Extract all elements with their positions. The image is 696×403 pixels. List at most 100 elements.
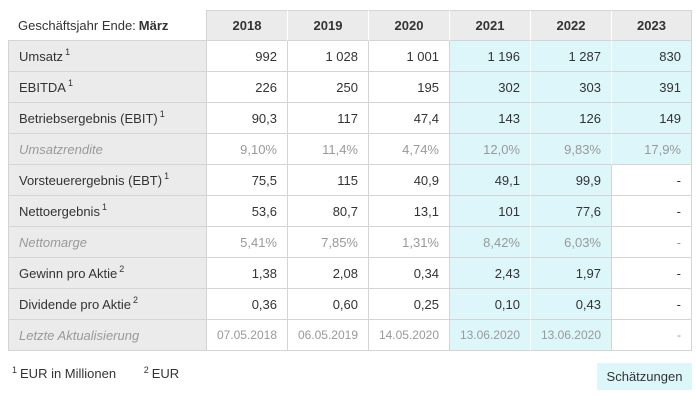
- estimate-cell-nettomarge-2021: 8,42%: [449, 227, 530, 258]
- value-cell-nettoergebnis-2019: 80,7: [287, 196, 368, 227]
- row-label-umsatz: Umsatz 1: [8, 41, 206, 72]
- fiscal-year-end-header: Geschäftsjahr Ende: März: [8, 10, 206, 41]
- estimate-cell-nettomarge-2022: 6,03%: [530, 227, 611, 258]
- estimate-cell-dividende-pro-aktie-2022: 0,43: [530, 289, 611, 320]
- estimate-cell-ebitda-2021: 302: [449, 72, 530, 103]
- value-cell-nettoergebnis-2018: 53,6: [206, 196, 287, 227]
- value-cell-letzte-aktualisierung-2018: 07.05.2018: [206, 320, 287, 351]
- value-cell-umsatz-2018: 992: [206, 41, 287, 72]
- row-ebit: Betriebsergebnis (EBIT) 1 90,3 117 47,4 143 12…: [8, 103, 692, 134]
- estimate-cell-ebit-2022: 126: [530, 103, 611, 134]
- row-nettomarge: Nettomarge 5,41% 7,85% 1,31% 8,42% 6,03% -: [8, 227, 692, 258]
- value-cell-ebitda-2019: 250: [287, 72, 368, 103]
- value-cell-gewinn-pro-aktie-2023: -: [611, 258, 692, 289]
- row-label-footnote-ref: 1: [159, 109, 165, 120]
- value-cell-nettoergebnis-2020: 13,1: [368, 196, 449, 227]
- estimate-cell-umsatz-2023: 830: [611, 41, 692, 72]
- footnote-sup-2: 2: [143, 364, 149, 375]
- value-cell-dividende-pro-aktie-2018: 0,36: [206, 289, 287, 320]
- year-header-2020: 2020: [368, 10, 449, 41]
- estimate-cell-nettoergebnis-2021: 101: [449, 196, 530, 227]
- year-header-2021: 2021: [449, 10, 530, 41]
- table-body: Umsatz 1 992 1 028 1 001 1 196 1 287 830 EBITDA 1…: [8, 41, 692, 351]
- row-gewinn-pro-aktie: Gewinn pro Aktie 2 1,38 2,08 0,34 2,43 1,97-: [8, 258, 692, 289]
- value-cell-nettoergebnis-2023: -: [611, 196, 692, 227]
- footnote-label-2: EUR: [151, 366, 180, 381]
- footnote-millions: 1 EUR in Millionen: [12, 364, 117, 381]
- estimate-cell-ebit-2023: 149: [611, 103, 692, 134]
- row-label-footnote-ref: 1: [101, 202, 107, 213]
- value-cell-letzte-aktualisierung-2023: -: [611, 320, 692, 351]
- value-cell-ebit-2019: 117: [287, 103, 368, 134]
- row-label-ebit: Betriebsergebnis (EBIT) 1: [8, 103, 206, 134]
- value-cell-gewinn-pro-aktie-2018: 1,38: [206, 258, 287, 289]
- estimate-cell-ebt-2022: 99,9: [530, 165, 611, 196]
- value-cell-letzte-aktualisierung-2020: 14.05.2020: [368, 320, 449, 351]
- estimate-cell-umsatzrendite-2021: 12,0%: [449, 134, 530, 165]
- row-umsatz: Umsatz 1 992 1 028 1 001 1 196 1 287 830: [8, 41, 692, 72]
- value-cell-umsatz-2019: 1 028: [287, 41, 368, 72]
- footnote-eur: 2 EUR: [143, 364, 180, 381]
- table-header-row: Geschäftsjahr Ende: März 2018 2019 2020 2021…: [8, 10, 692, 41]
- value-cell-nettomarge-2019: 7,85%: [287, 227, 368, 258]
- row-label-ebitda: EBITDA 1: [8, 72, 206, 103]
- estimate-cell-umsatzrendite-2022: 9,83%: [530, 134, 611, 165]
- value-cell-dividende-pro-aktie-2023: -: [611, 289, 692, 320]
- year-header-2023: 2023: [611, 10, 692, 41]
- value-cell-nettomarge-2023: -: [611, 227, 692, 258]
- value-cell-ebitda-2020: 195: [368, 72, 449, 103]
- value-cell-gewinn-pro-aktie-2020: 0,34: [368, 258, 449, 289]
- row-label-nettoergebnis: Nettoergebnis 1: [8, 196, 206, 227]
- value-cell-dividende-pro-aktie-2020: 0,25: [368, 289, 449, 320]
- value-cell-ebt-2020: 40,9: [368, 165, 449, 196]
- footnote-sup-1: 1: [12, 364, 18, 375]
- row-umsatzrendite: Umsatzrendite 9,10% 11,4% 4,74% 12,0% 9,83% 17…: [8, 134, 692, 165]
- value-cell-nettomarge-2020: 1,31%: [368, 227, 449, 258]
- estimate-cell-letzte-aktualisierung-2021: 13.06.2020: [449, 320, 530, 351]
- estimate-cell-dividende-pro-aktie-2021: 0,10: [449, 289, 530, 320]
- row-label-letzte-aktualisierung: Letzte Aktualisierung: [8, 320, 206, 351]
- estimate-cell-umsatz-2022: 1 287: [530, 41, 611, 72]
- footnote-label-1: EUR in Millionen: [20, 366, 117, 381]
- estimate-cell-umsatzrendite-2023: 17,9%: [611, 134, 692, 165]
- row-letzte-aktualisierung: Letzte Aktualisierung 07.05.2018 06.05.201…: [8, 320, 692, 351]
- estimate-cell-nettoergebnis-2022: 77,6: [530, 196, 611, 227]
- value-cell-ebit-2018: 90,3: [206, 103, 287, 134]
- estimate-cell-ebt-2021: 49,1: [449, 165, 530, 196]
- estimate-cell-gewinn-pro-aktie-2021: 2,43: [449, 258, 530, 289]
- value-cell-dividende-pro-aktie-2019: 0,60: [287, 289, 368, 320]
- row-label-dividende-pro-aktie: Dividende pro Aktie 2: [8, 289, 206, 320]
- value-cell-gewinn-pro-aktie-2019: 2,08: [287, 258, 368, 289]
- row-ebitda: EBITDA 1 226 250 195 302 303 391: [8, 72, 692, 103]
- row-label-footnote-ref: 2: [119, 264, 125, 275]
- value-cell-ebt-2023: -: [611, 165, 692, 196]
- financials-table-container: Geschäftsjahr Ende: März 2018 2019 2020 2021…: [8, 10, 692, 351]
- row-label-umsatzrendite: Umsatzrendite: [8, 134, 206, 165]
- financials-table: Geschäftsjahr Ende: März 2018 2019 2020 2021…: [8, 10, 692, 351]
- value-cell-ebt-2018: 75,5: [206, 165, 287, 196]
- value-cell-ebitda-2018: 226: [206, 72, 287, 103]
- row-ebt: Vorsteuerergebnis (EBT) 1 75,5 115 40,9 49,1 9…: [8, 165, 692, 196]
- row-label-footnote-ref: 1: [164, 171, 170, 182]
- year-header-2018: 2018: [206, 10, 287, 41]
- estimate-cell-umsatz-2021: 1 196: [449, 41, 530, 72]
- value-cell-ebt-2019: 115: [287, 165, 368, 196]
- value-cell-umsatzrendite-2018: 9,10%: [206, 134, 287, 165]
- row-label-footnote-ref: 1: [67, 78, 73, 89]
- estimates-legend-badge: Schätzungen: [597, 363, 692, 390]
- row-label-footnote-ref: 2: [133, 295, 139, 306]
- year-header-2022: 2022: [530, 10, 611, 41]
- value-cell-umsatzrendite-2020: 4,74%: [368, 134, 449, 165]
- value-cell-letzte-aktualisierung-2019: 06.05.2019: [287, 320, 368, 351]
- estimate-cell-ebitda-2023: 391: [611, 72, 692, 103]
- row-label-ebt: Vorsteuerergebnis (EBT) 1: [8, 165, 206, 196]
- row-dividende-pro-aktie: Dividende pro Aktie 2 0,36 0,60 0,25 0,10 0,43…: [8, 289, 692, 320]
- row-label-footnote-ref: 1: [65, 47, 71, 58]
- value-cell-ebit-2020: 47,4: [368, 103, 449, 134]
- estimate-cell-gewinn-pro-aktie-2022: 1,97: [530, 258, 611, 289]
- year-header-2019: 2019: [287, 10, 368, 41]
- estimate-cell-letzte-aktualisierung-2022: 13.06.2020: [530, 320, 611, 351]
- value-cell-umsatzrendite-2019: 11,4%: [287, 134, 368, 165]
- fiscal-year-end-month: März: [138, 17, 169, 33]
- row-label-nettomarge: Nettomarge: [8, 227, 206, 258]
